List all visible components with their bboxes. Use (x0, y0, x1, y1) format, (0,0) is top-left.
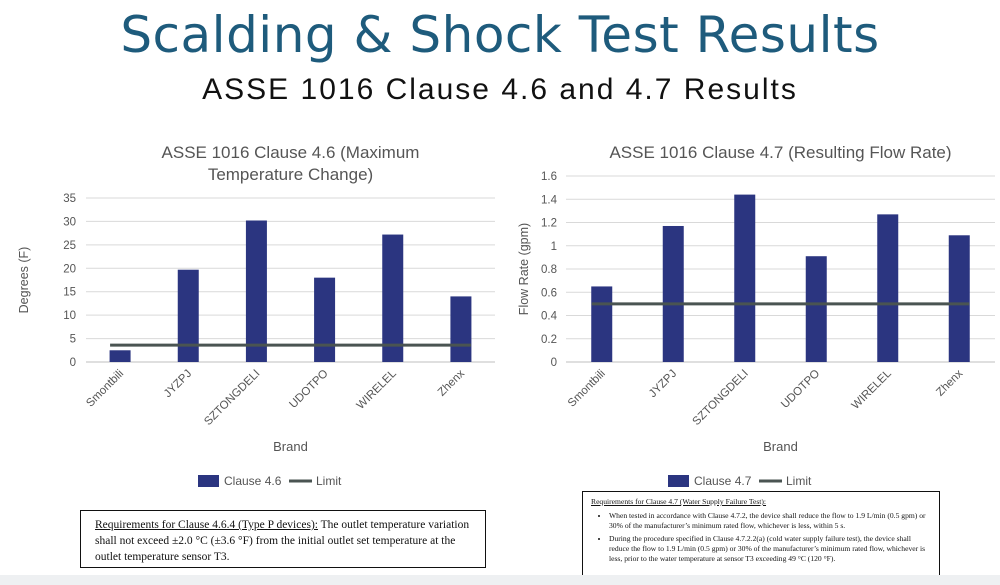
bar (662, 225, 684, 362)
requirements-clause-4-7-box: Requirements for Clause 4.7 (Water Suppl… (582, 491, 940, 577)
x-tick-label: WIRELEL (850, 367, 895, 412)
y-tick-label: 0.2 (541, 334, 557, 346)
legend-label: Clause 4.6 (224, 474, 282, 488)
x-tick-label: JYZPJ (647, 368, 679, 400)
bar (948, 235, 970, 362)
requirements-clause-4-7-item: When tested in accordance with Clause 4.… (609, 511, 931, 531)
bar (591, 286, 613, 362)
legend-label: Clause 4.7 (694, 474, 752, 488)
legend-label: Limit (316, 474, 342, 488)
x-tick-label: SZTONGDELI (691, 368, 751, 428)
x-tick-label: UDOTPO (287, 368, 330, 411)
y-tick-label: 1.2 (541, 218, 557, 230)
legend-label: Limit (786, 474, 812, 488)
y-tick-label: 1.4 (541, 194, 558, 206)
bar (177, 269, 199, 362)
y-tick-label: 30 (63, 216, 76, 228)
y-tick-label: 15 (63, 287, 76, 299)
bar (734, 194, 756, 362)
bar (382, 234, 404, 362)
x-tick-label: SZTONGDELI (202, 368, 262, 428)
x-axis-label: Brand (763, 439, 798, 454)
x-tick-label: UDOTPO (779, 368, 822, 411)
chart-clause-4-7: ASSE 1016 Clause 4.7 (Resulting Flow Rat… (517, 143, 995, 488)
y-tick-label: 10 (63, 310, 76, 322)
chart-clause-4-6: ASSE 1016 Clause 4.6 (Maximum Temperature… (17, 143, 495, 488)
x-tick-label: Zhenx (436, 367, 467, 398)
page-subtitle: ASSE 1016 Clause 4.6 and 4.7 Results (202, 73, 798, 106)
requirements-clause-4-7-list: When tested in accordance with Clause 4.… (591, 511, 931, 564)
requirements-clause-4-6-box: Requirements for Clause 4.6.4 (Type P de… (80, 510, 486, 568)
y-tick-label: 0.6 (541, 287, 557, 299)
requirements-clause-4-7-item: During the procedure specified in Clause… (609, 534, 931, 564)
x-tick-label: JYZPJ (162, 368, 194, 400)
y-tick-label: 0.4 (541, 311, 558, 323)
x-tick-label: WIRELEL (355, 367, 400, 412)
page-title: Scalding & Shock Test Results (120, 6, 880, 64)
y-tick-label: 5 (70, 334, 76, 346)
y-tick-label: 1.6 (541, 171, 557, 183)
y-axis-label: Flow Rate (gpm) (517, 223, 531, 315)
x-tick-label: Zhenx (934, 367, 965, 398)
y-tick-label: 20 (63, 263, 76, 275)
x-axis-label: Brand (273, 439, 308, 454)
bar (877, 214, 899, 362)
y-axis-label: Degrees (F) (17, 247, 31, 314)
requirements-clause-4-6-heading: Requirements for Clause 4.6.4 (Type P de… (95, 519, 318, 531)
legend-swatch-bar (668, 475, 689, 487)
bar (245, 220, 267, 362)
x-tick-label: Smontbili (84, 368, 126, 410)
bar (314, 277, 336, 362)
bottom-strip (0, 575, 1000, 585)
legend-swatch-bar (198, 475, 219, 487)
chart-title: ASSE 1016 Clause 4.7 (Resulting Flow Rat… (609, 143, 951, 162)
bar (805, 256, 827, 362)
y-tick-label: 25 (63, 240, 76, 252)
y-tick-label: 0.8 (541, 264, 557, 276)
y-tick-label: 35 (63, 193, 76, 205)
chart-title: ASSE 1016 Clause 4.6 (Maximum (162, 143, 420, 162)
chart-title: Temperature Change) (208, 165, 373, 184)
requirements-clause-4-6-text: The outlet temperature variation shall n… (95, 519, 470, 563)
y-tick-label: 0 (70, 357, 76, 369)
x-tick-label: Smontbili (566, 368, 608, 410)
y-tick-label: 1 (551, 241, 557, 253)
requirements-clause-4-7-heading: Requirements for Clause 4.7 (Water Suppl… (591, 497, 767, 506)
bar (450, 296, 472, 362)
y-tick-label: 0 (551, 357, 557, 369)
bar (109, 350, 131, 362)
